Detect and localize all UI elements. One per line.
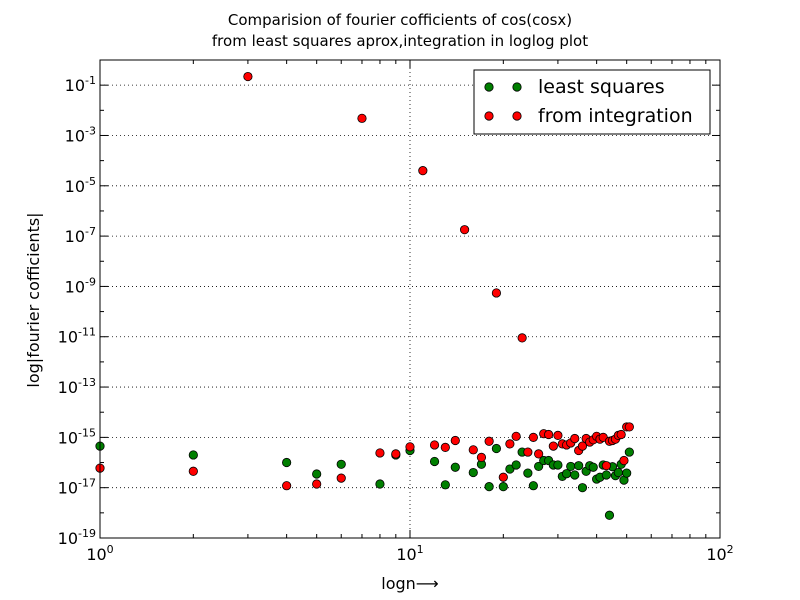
data-point	[188, 466, 198, 476]
legend-marker	[484, 111, 494, 121]
x-axis-label: logn⟶	[381, 574, 439, 593]
data-point	[429, 440, 440, 450]
x-tick-label: 101	[396, 543, 423, 564]
chart-title-line-1: Comparision of fourier cofficients of co…	[227, 11, 573, 29]
data-point	[418, 166, 428, 176]
points-layer	[95, 71, 634, 520]
data-point	[336, 473, 346, 483]
data-point	[188, 450, 198, 460]
data-point	[601, 461, 611, 471]
data-point	[459, 225, 470, 235]
y-tick-label: 10-15	[58, 426, 96, 447]
data-point	[468, 445, 478, 455]
data-point	[505, 439, 515, 449]
data-point	[468, 467, 478, 478]
data-point	[622, 468, 632, 478]
data-point	[336, 459, 346, 469]
data-point	[566, 461, 576, 472]
legend-label: from integration	[538, 105, 693, 127]
y-axis-label: log|fourier cofficients|	[24, 212, 43, 387]
data-point	[440, 480, 450, 490]
data-point	[375, 448, 385, 458]
y-tick-label: 10-7	[65, 225, 96, 246]
data-point	[429, 456, 440, 467]
legend-marker	[512, 82, 522, 92]
data-point	[476, 452, 487, 462]
data-point	[553, 460, 563, 470]
data-point	[484, 436, 494, 446]
tick-layer: 100 101 102 10-1 10-3 10-5 10-7 10-9 10-11 10-13 1…	[58, 59, 734, 564]
data-point	[312, 469, 322, 479]
data-point	[312, 479, 322, 489]
data-point	[357, 113, 367, 123]
y-tick-label: 10-17	[58, 477, 96, 498]
data-point	[624, 447, 634, 457]
data-point	[528, 481, 538, 491]
data-point	[517, 333, 527, 343]
data-point	[511, 460, 521, 470]
data-point	[619, 455, 629, 466]
data-point	[534, 449, 544, 459]
data-point	[440, 442, 450, 452]
data-point	[498, 482, 508, 492]
data-point	[282, 457, 292, 468]
data-point	[574, 461, 584, 471]
data-point	[577, 483, 588, 493]
chart-title-line-2: from least squares aprox,integration in …	[211, 32, 589, 50]
y-tick-label: 10-5	[65, 175, 96, 196]
y-tick-label: 10-11	[58, 326, 96, 347]
data-point	[613, 467, 623, 478]
data-point	[523, 468, 533, 478]
data-point	[624, 422, 634, 432]
legend: least squares from integration	[473, 69, 711, 135]
data-point	[616, 429, 626, 440]
data-point	[588, 462, 598, 472]
data-point	[491, 443, 502, 454]
data-point	[375, 479, 385, 489]
data-point	[601, 470, 611, 480]
data-point	[491, 288, 502, 298]
y-tick-label: 10-1	[65, 74, 96, 95]
data-point	[544, 429, 554, 440]
legend-box	[473, 69, 711, 135]
plot-frame	[99, 59, 721, 539]
data-point	[577, 441, 588, 451]
data-point	[548, 441, 558, 451]
legend-label: least squares	[538, 76, 665, 98]
legend-marker	[484, 82, 494, 92]
data-point	[534, 461, 544, 472]
data-point	[570, 433, 580, 444]
y-tick-label: 10-19	[58, 527, 96, 548]
data-point	[528, 432, 538, 442]
legend-marker	[512, 111, 522, 121]
data-point	[604, 510, 615, 520]
data-point	[391, 449, 401, 459]
data-point	[511, 431, 521, 441]
x-tick-label: 100	[86, 543, 113, 564]
data-point	[450, 435, 460, 446]
data-point	[484, 482, 494, 492]
data-point	[553, 430, 563, 440]
y-tick-label: 10-13	[58, 376, 96, 397]
data-point	[282, 481, 292, 491]
data-point	[570, 470, 580, 480]
data-point	[450, 462, 460, 472]
series-from-integration	[95, 71, 634, 491]
data-point	[243, 71, 253, 82]
y-tick-label: 10-9	[65, 275, 96, 296]
x-tick-label: 102	[706, 543, 733, 564]
series-least-squares	[95, 441, 634, 520]
data-point	[405, 442, 415, 452]
y-tick-label: 10-3	[65, 124, 96, 145]
data-point	[523, 447, 533, 457]
data-point	[498, 472, 508, 482]
